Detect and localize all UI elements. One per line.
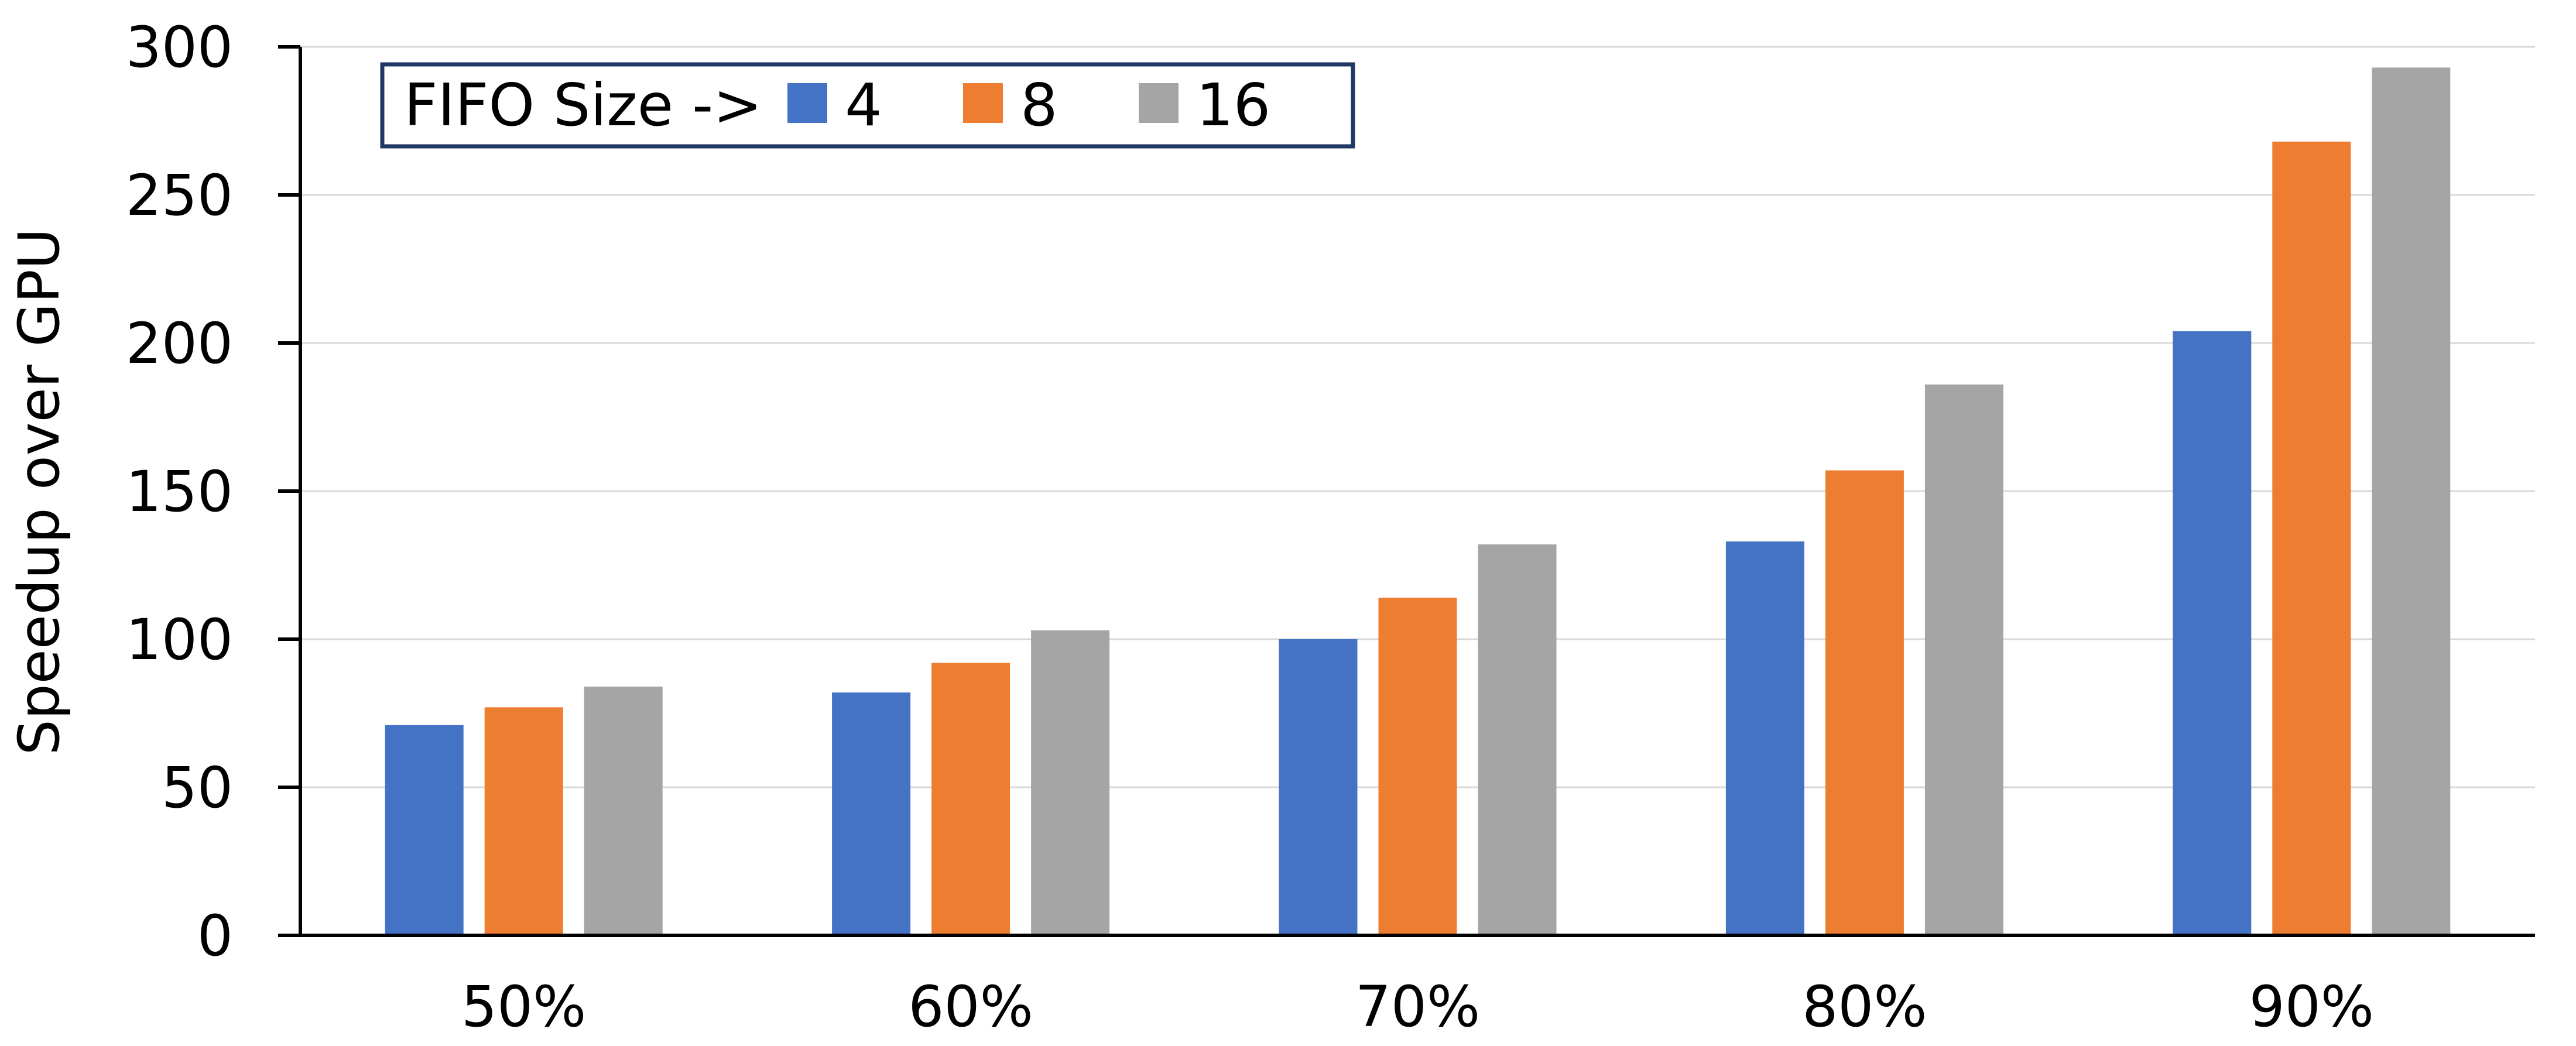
legend-swatch-4 (787, 83, 827, 123)
bar-8-60pct (931, 663, 1010, 935)
y-tick-label: 50 (162, 755, 233, 821)
x-tick-label: 50% (461, 974, 586, 1040)
bars (385, 67, 2451, 935)
bar-16-90pct (2372, 67, 2451, 935)
legend-title: FIFO Size -> (404, 71, 762, 139)
y-tick-label: 300 (126, 15, 233, 80)
legend-label-16: 16 (1196, 71, 1270, 139)
bar-8-80pct (1825, 470, 1904, 935)
y-tick-labels: 0 50 100 150 200 250 300 (126, 15, 233, 969)
legend-swatch-16 (1139, 83, 1179, 123)
y-axis-title: Speedup over GPU (6, 228, 72, 755)
legend: FIFO Size -> 4 8 16 (380, 62, 1355, 149)
gridlines (300, 46, 2535, 788)
bar-8-90pct (2272, 141, 2351, 935)
axes (278, 45, 2535, 937)
bar-4-50pct (385, 725, 464, 935)
y-tick-label: 100 (126, 607, 233, 673)
legend-box (380, 62, 1355, 149)
legend-label-4: 4 (845, 71, 882, 139)
bar-16-80pct (1924, 384, 2003, 935)
x-tick-label: 90% (2249, 974, 2374, 1040)
x-tick-label: 70% (1355, 974, 1480, 1040)
y-tick-label: 250 (126, 163, 233, 228)
legend-label-8: 8 (1020, 71, 1058, 139)
bar-8-50pct (484, 707, 563, 935)
bar-4-80pct (1725, 541, 1804, 935)
bar-16-70pct (1478, 544, 1557, 935)
bar-4-60pct (832, 692, 911, 935)
x-tick-label: 60% (908, 974, 1033, 1040)
bar-16-50pct (584, 686, 663, 935)
bar-8-70pct (1378, 598, 1457, 935)
x-tick-labels: 50% 60% 70% 80% 90% (461, 974, 2374, 1040)
bar-4-90pct (2173, 331, 2252, 935)
y-tick-label: 0 (197, 903, 233, 969)
legend-swatch-8 (963, 83, 1003, 123)
bar-4-70pct (1279, 639, 1358, 935)
legend-entries: 4 8 16 (787, 71, 1270, 139)
y-tick-label: 150 (126, 459, 233, 524)
y-tick-label: 200 (126, 311, 233, 376)
bar-16-60pct (1031, 630, 1110, 935)
x-tick-label: 80% (1802, 974, 1927, 1040)
